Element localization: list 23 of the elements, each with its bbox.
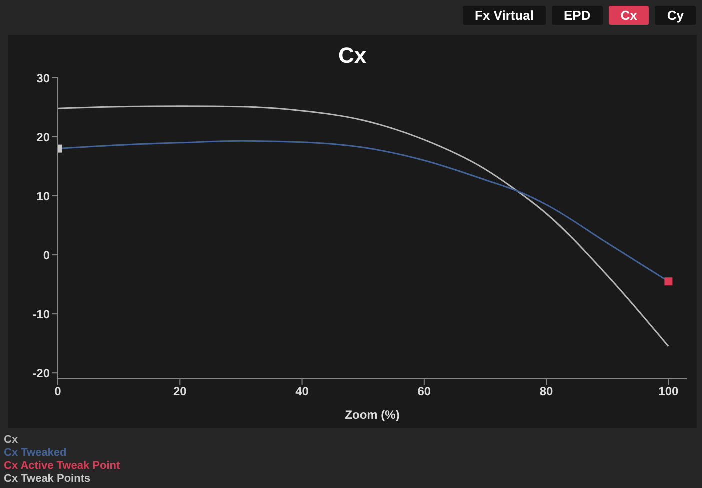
x-tick-label: 20 bbox=[173, 384, 188, 399]
x-tick-label: 60 bbox=[418, 384, 432, 399]
text: EPD bbox=[552, 6, 603, 25]
x-tick-label: 40 bbox=[296, 384, 310, 399]
text: Cx Tweak Points bbox=[4, 473, 92, 486]
x-tick-label: 0 bbox=[54, 384, 62, 399]
x-tick-label: 80 bbox=[540, 384, 554, 399]
chart-title: Cx bbox=[337, 43, 368, 69]
y-tick-label: -20 bbox=[32, 366, 50, 380]
y-tick-label: 0 bbox=[43, 248, 50, 262]
line-series bbox=[58, 106, 670, 348]
y-tick-label: 30 bbox=[36, 71, 50, 86]
text: Cx bbox=[4, 434, 20, 447]
text: Cx Tweaked bbox=[4, 447, 68, 460]
y-tick-label: 10 bbox=[36, 189, 50, 204]
text: Fx Virtual bbox=[463, 6, 546, 25]
text: Cy bbox=[655, 6, 696, 25]
x-tick-label: 100 bbox=[658, 384, 680, 399]
y-tick-label: 20 bbox=[36, 130, 50, 144]
x-axis-title: Zoom (%) bbox=[345, 408, 400, 422]
text: Cx bbox=[608, 6, 650, 25]
y-tick-label: -10 bbox=[32, 307, 50, 322]
text: Cx Active Tweak Point bbox=[4, 460, 120, 473]
